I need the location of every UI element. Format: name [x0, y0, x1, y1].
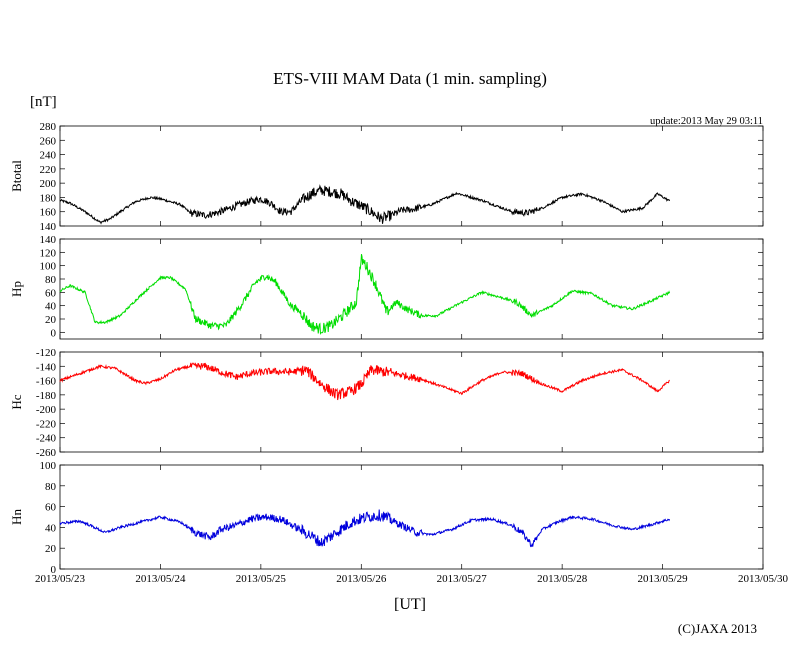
- panel-label-hc: Hc: [9, 394, 24, 409]
- y-tick-label: -240: [36, 433, 57, 445]
- y-tick-label: 20: [45, 314, 57, 326]
- panel-label-hn: Hn: [9, 509, 24, 525]
- y-tick-label: -260: [36, 447, 57, 459]
- y-tick-label: 160: [40, 207, 57, 219]
- panel-frame: [59, 351, 764, 453]
- x-tick-label: 2013/05/30: [738, 573, 789, 585]
- x-tick-label: 2013/05/26: [336, 573, 387, 585]
- y-tick-label: -120: [36, 347, 57, 359]
- y-tick-label: -180: [36, 390, 57, 402]
- x-axis-label: [UT]: [394, 596, 426, 613]
- y-tick-label: 80: [45, 274, 57, 286]
- series-line-hp: [59, 254, 671, 336]
- panel-frame: [59, 238, 764, 340]
- plot-area: 140160180200220240260280Btotal0204060801…: [9, 121, 764, 576]
- y-tick-label: 100: [40, 261, 57, 273]
- y-tick-label: 40: [45, 301, 57, 313]
- y-tick-label: -140: [36, 361, 57, 373]
- y-tick-label: -220: [36, 418, 57, 430]
- y-tick-label: 100: [40, 460, 57, 472]
- y-tick-label: 0: [51, 327, 57, 339]
- unit-label: [nT]: [30, 94, 57, 110]
- panel-btotal: 140 160 180 200 220 240 260 280 Btotal: [9, 121, 764, 233]
- panel-frame: [59, 125, 764, 227]
- y-tick-label: 120: [40, 247, 57, 259]
- y-tick-label: 60: [45, 287, 57, 299]
- panel-frame: [59, 464, 764, 570]
- x-tick-label: 2013/05/24: [135, 573, 186, 585]
- x-axis-ticks: 2013/05/23 2013/05/24 2013/05/25 2013/05/26…: [35, 573, 789, 585]
- panel-hn: 0 20 40 60 80 100 Hn: [9, 460, 764, 576]
- y-tick-label: 200: [40, 178, 57, 190]
- copyright: (C)JAXA 2013: [678, 621, 757, 636]
- panel-label-hp: Hp: [9, 281, 24, 297]
- y-tick-label: 140: [40, 234, 57, 246]
- y-tick-label: 60: [45, 502, 57, 514]
- x-tick-label: 2013/05/29: [638, 573, 689, 585]
- series-line-btotal: [59, 184, 671, 225]
- y-tick-label: -200: [36, 404, 57, 416]
- x-tick-label: 2013/05/23: [35, 573, 86, 585]
- x-tick-label: 2013/05/25: [236, 573, 287, 585]
- y-tick-label: 240: [40, 150, 57, 162]
- panel-label-btotal: Btotal: [9, 160, 24, 192]
- y-tick-label: 180: [40, 192, 57, 204]
- y-tick-label: 80: [45, 481, 57, 493]
- x-tick-label: 2013/05/27: [437, 573, 488, 585]
- chart-title: ETS-VIII MAM Data (1 min. sampling): [273, 69, 547, 88]
- y-tick-label: 40: [45, 522, 57, 534]
- y-tick-label: 0: [51, 564, 57, 576]
- y-tick-label: 140: [40, 221, 57, 233]
- series-line-hn: [59, 509, 671, 548]
- y-tick-label: -160: [36, 376, 57, 388]
- update-timestamp: update:2013 May 29 03:11: [650, 116, 763, 127]
- x-tick-label: 2013/05/28: [537, 573, 588, 585]
- y-tick-label: 260: [40, 135, 57, 147]
- series-line-hc: [59, 362, 670, 401]
- panel-hc: -260 -240 -220 -200 -180 -160 -140 -120 Hc: [9, 347, 764, 459]
- y-tick-label: 20: [45, 543, 57, 555]
- y-tick-label: 220: [40, 164, 57, 176]
- y-tick-label: 280: [40, 121, 57, 133]
